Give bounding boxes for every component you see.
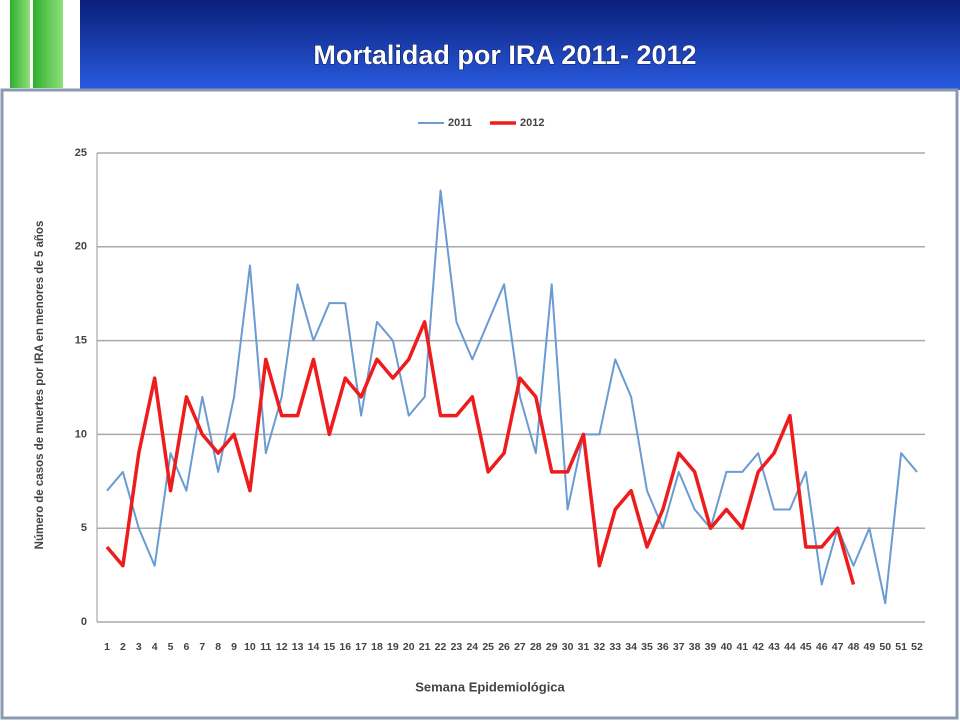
x-tick-label: 18 <box>371 641 383 653</box>
x-tick-label: 14 <box>308 641 320 653</box>
x-tick-label: 40 <box>721 641 733 653</box>
x-tick-label: 47 <box>832 641 844 653</box>
x-tick-label: 37 <box>673 641 685 653</box>
x-tick-label: 43 <box>768 641 780 653</box>
x-tick-label: 27 <box>514 641 526 653</box>
x-tick-label: 46 <box>816 641 828 653</box>
x-tick-label: 52 <box>911 641 923 653</box>
series-line <box>106 189 918 605</box>
x-tick-label: 32 <box>594 641 606 653</box>
x-tick-label: 31 <box>578 641 590 653</box>
y-axis-label: Número de casos de muertes por IRA en me… <box>34 221 46 550</box>
x-tick-label: 26 <box>498 641 510 653</box>
x-tick-label: 21 <box>419 641 431 653</box>
x-tick-label: 13 <box>292 641 304 653</box>
x-tick-label: 33 <box>609 641 621 653</box>
x-tick-label: 51 <box>895 641 907 653</box>
y-tick-label: 25 <box>75 147 87 159</box>
x-tick-label: 42 <box>752 641 764 653</box>
logo-block <box>10 0 30 88</box>
x-tick-label: 11 <box>260 641 271 653</box>
x-tick-label: 50 <box>879 641 891 653</box>
y-tick-label: 5 <box>81 522 87 534</box>
legend-label: 2011 <box>448 117 472 129</box>
legend-label: 2012 <box>520 117 544 129</box>
x-tick-label: 48 <box>848 641 860 653</box>
x-tick-label: 5 <box>168 641 174 653</box>
y-tick-label: 0 <box>81 616 87 628</box>
x-tick-label: 16 <box>339 641 351 653</box>
x-tick-label: 44 <box>784 641 796 653</box>
x-tick-label: 23 <box>451 641 463 653</box>
x-tick-label: 7 <box>199 641 205 653</box>
x-tick-label: 35 <box>641 641 653 653</box>
x-tick-label: 6 <box>183 641 189 653</box>
y-tick-label: 10 <box>75 428 87 440</box>
x-tick-label: 28 <box>530 641 542 653</box>
y-tick-label: 20 <box>75 241 87 253</box>
x-tick-label: 24 <box>466 641 478 653</box>
logo-block <box>33 0 63 88</box>
x-tick-label: 8 <box>215 641 221 653</box>
x-tick-label: 9 <box>231 641 237 653</box>
x-tick-label: 2 <box>120 641 126 653</box>
x-tick-label: 29 <box>546 641 558 653</box>
x-tick-label: 3 <box>136 641 142 653</box>
x-tick-label: 25 <box>482 641 494 653</box>
chart-frame <box>0 88 959 720</box>
x-tick-label: 39 <box>705 641 717 653</box>
x-tick-label: 12 <box>276 641 288 653</box>
x-tick-label: 22 <box>435 641 447 653</box>
y-tick-label: 15 <box>75 335 87 347</box>
x-axis-label: Semana Epidemiológica <box>415 679 565 694</box>
x-tick-label: 49 <box>864 641 876 653</box>
header-bar <box>0 0 960 90</box>
x-tick-label: 45 <box>800 641 812 653</box>
x-tick-label: 36 <box>657 641 669 653</box>
slide-title: Mortalidad por IRA 2011- 2012 <box>313 40 696 70</box>
x-tick-label: 10 <box>244 641 256 653</box>
x-tick-label: 20 <box>403 641 415 653</box>
x-tick-label: 19 <box>387 641 399 653</box>
x-tick-label: 4 <box>152 641 158 653</box>
series-line <box>105 320 856 585</box>
x-tick-label: 34 <box>625 641 637 653</box>
x-tick-label: 41 <box>736 641 748 653</box>
x-tick-label: 17 <box>355 641 367 653</box>
x-tick-label: 30 <box>562 641 574 653</box>
x-tick-label: 1 <box>104 641 110 653</box>
x-tick-label: 38 <box>689 641 701 653</box>
x-tick-label: 15 <box>324 641 336 653</box>
